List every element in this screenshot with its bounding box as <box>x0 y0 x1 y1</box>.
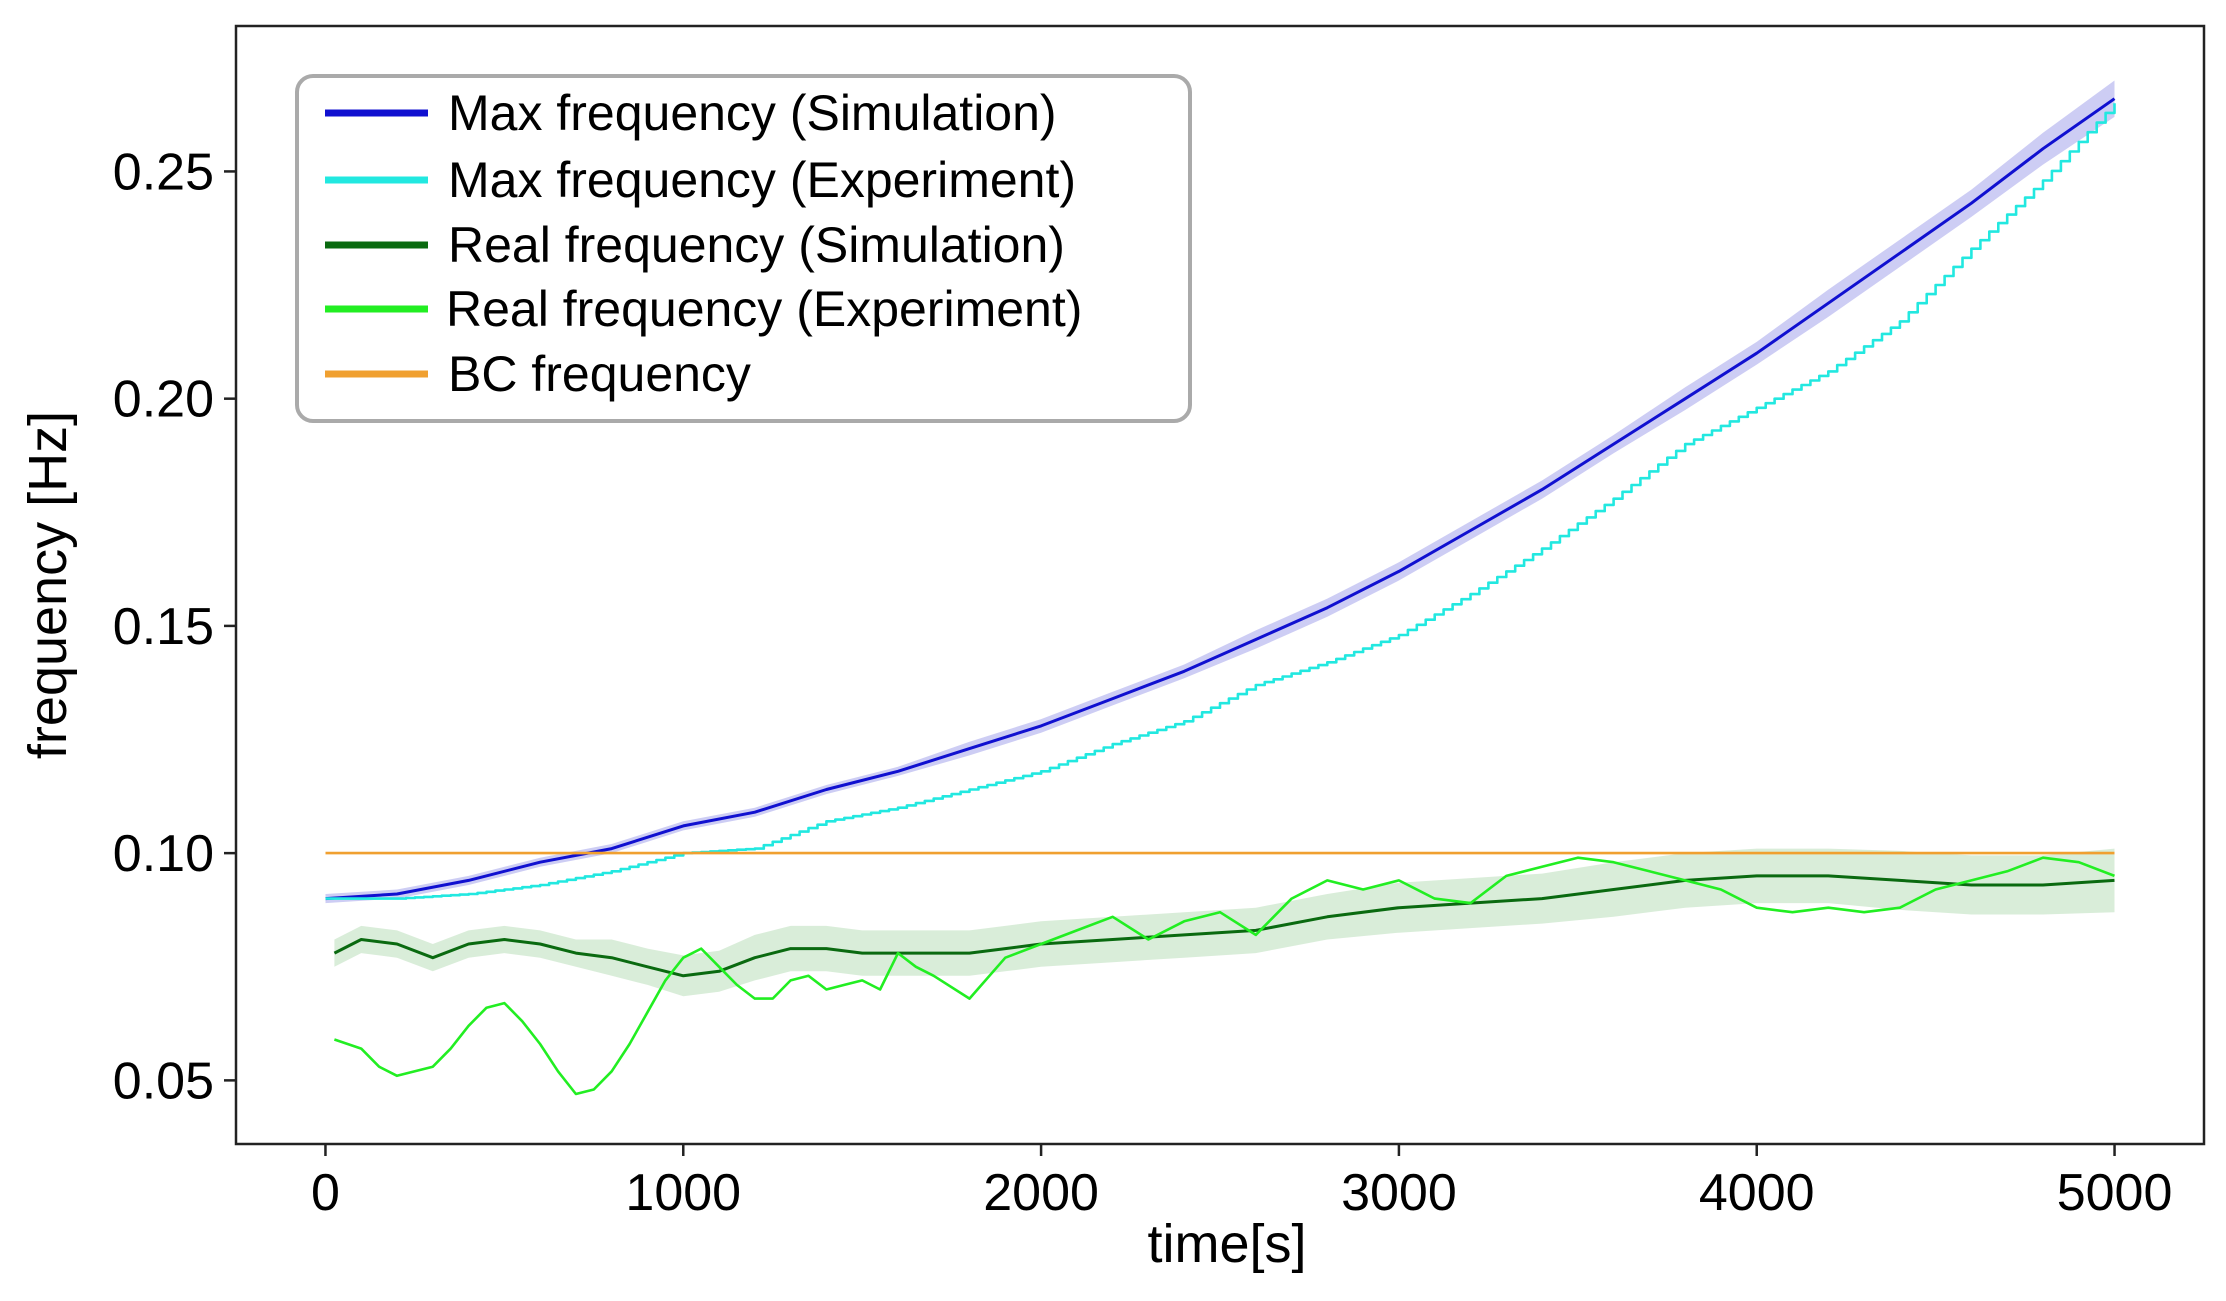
legend-label-real-frequency-simulation: Real frequency (Simulation) <box>448 217 1065 273</box>
real-frequency-experiment-line <box>333 856 2115 1096</box>
y-tick-label: 0.15 <box>113 598 214 656</box>
y-axis-ticks: 0.05 0.10 0.15 0.20 0.25 <box>113 143 236 1110</box>
legend-label-max-frequency-experiment: Max frequency (Experiment) <box>448 152 1076 208</box>
series-lines <box>325 97 2116 1096</box>
max-frequency-experiment-line <box>325 103 2116 900</box>
x-tick-label: 3000 <box>1341 1164 1457 1222</box>
legend-box <box>295 74 1192 423</box>
x-tick-label: 2000 <box>983 1164 1099 1222</box>
x-tick-label: 0 <box>311 1164 340 1222</box>
legend-label-real-frequency-experiment: Real frequency (Experiment) <box>446 281 1082 337</box>
x-tick-label: 4000 <box>1699 1164 1815 1222</box>
legend-label-max-frequency-simulation: Max frequency (Simulation) <box>448 85 1057 141</box>
x-axis-ticks: 0 1000 2000 3000 4000 5000 <box>311 1144 2172 1222</box>
real-frequency-simulation-line <box>333 874 2115 978</box>
confidence-bands <box>325 80 2115 997</box>
x-axis-label: time[s] <box>1147 1214 1306 1274</box>
real-frequency-simulation-band <box>334 848 2115 997</box>
x-tick-label: 1000 <box>625 1164 741 1222</box>
y-axis-label: frequency [Hz] <box>18 411 78 759</box>
plot-frame <box>234 24 2206 1146</box>
y-tick-label: 0.10 <box>113 825 214 883</box>
y-tick-label: 0.05 <box>113 1052 214 1110</box>
y-tick-label: 0.20 <box>113 371 214 429</box>
legend-label-bc-frequency: BC frequency <box>448 346 751 402</box>
y-tick-label: 0.25 <box>113 143 214 201</box>
legend: Max frequency (Simulation) Max frequency … <box>295 74 1192 423</box>
max-frequency-simulation-line <box>325 97 2116 901</box>
x-tick-label: 5000 <box>2057 1164 2173 1222</box>
